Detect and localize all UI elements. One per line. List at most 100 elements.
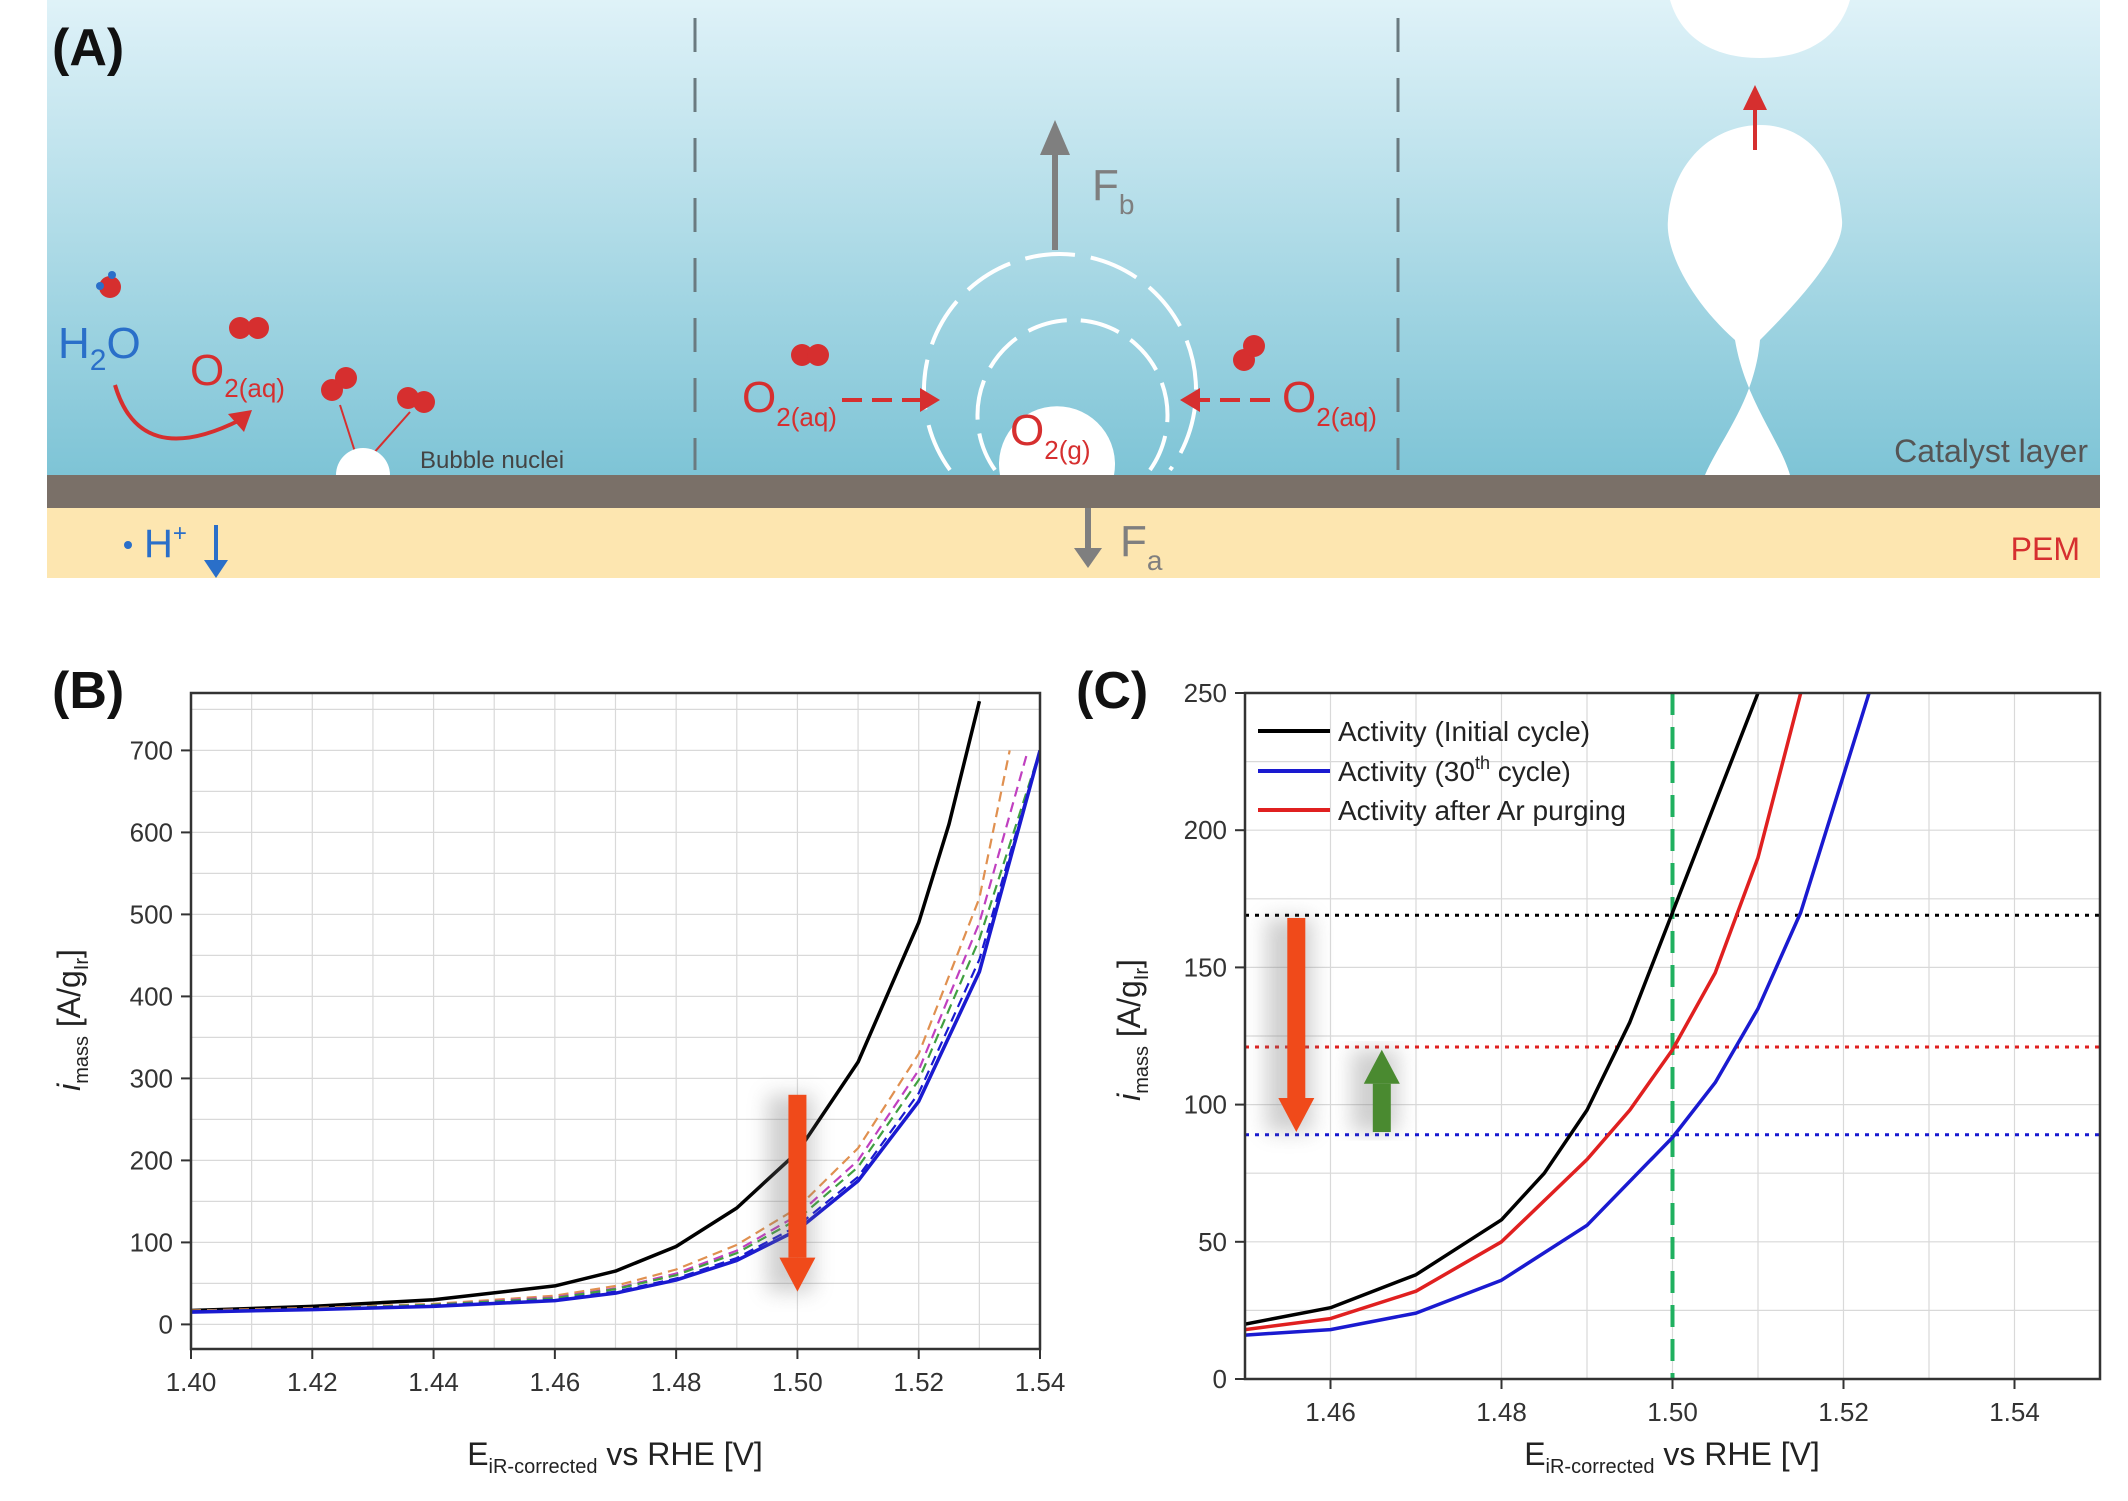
proton-label: H+ <box>144 520 187 566</box>
annotations-c <box>1266 918 1400 1133</box>
x-tick-label: 1.46 <box>530 1367 581 1397</box>
trend-arrow-shaft <box>1287 918 1306 1099</box>
o2-aq-label-center-left: O2(aq) <box>742 373 837 432</box>
water-label: H2O <box>58 319 141 377</box>
x-tick-label: 1.50 <box>772 1367 823 1397</box>
legend-label-cycle30: Activity (30th cycle) <box>1338 753 1571 787</box>
series-line <box>191 750 1011 1312</box>
proton-dot-icon <box>124 541 132 549</box>
o2-aq-label-left: O2(aq) <box>190 346 285 403</box>
series-c <box>1245 693 1871 1337</box>
growing-bubble <box>999 406 1115 475</box>
pem-label: PEM <box>2011 531 2080 567</box>
ticks-b: 1.40 1.42 1.44 1.46 1.48 1.50 1.52 1.54 0 100 200 3… <box>130 735 1066 1397</box>
buoyancy-force-arrow-head <box>1040 120 1070 155</box>
o2-molecule-icon <box>229 317 269 339</box>
y-tick-label: 300 <box>130 1063 173 1093</box>
diffusion-arrow <box>371 411 411 456</box>
rise-arrow-head <box>1743 85 1767 110</box>
trend-arrow-shaft <box>788 1094 807 1258</box>
ticks-c: 1.46 1.48 1.50 1.52 1.54 0 50 100 150 200 250 <box>1184 678 2040 1427</box>
o2-molecule-icon <box>1233 335 1265 371</box>
legend-c: Activity (Initial cycle) Activity (30th … <box>1258 716 1626 826</box>
x-tick-label: 1.54 <box>1989 1397 2040 1427</box>
panel-c: (C) 1.46 1.48 1.50 1.52 1.54050100150200250 … <box>1076 662 2102 1478</box>
proton-arrow-head <box>204 560 228 578</box>
panel-b: (B) 1.40 1.42 1.44 1.46 1.48 1.50 1.52 1.54 0 100… <box>51 662 1065 1478</box>
y-tick-label: 0 <box>1213 1364 1227 1394</box>
annotations-b <box>767 1094 816 1292</box>
grid-b <box>190 693 1041 1349</box>
series-b <box>191 700 1040 1314</box>
x-axis-title-b: EiR-corrected vs RHE [V] <box>467 1436 763 1478</box>
y-tick-label: 200 <box>130 1145 173 1175</box>
plot-frame-b <box>189 691 1042 1351</box>
series-line <box>191 750 1029 1313</box>
released-bubble <box>1670 0 1850 58</box>
catalyst-layer-band <box>47 475 2100 508</box>
y-tick-label: 50 <box>1198 1227 1227 1257</box>
panel-label-a: (A) <box>52 19 124 77</box>
growth-ring-inner <box>975 318 1170 472</box>
trend-arrow-head <box>779 1257 816 1292</box>
x-tick-label: 1.46 <box>1305 1397 1356 1427</box>
bubble-nucleus <box>336 448 390 475</box>
o2-molecule-icon <box>791 344 829 366</box>
series-line <box>1245 693 1803 1332</box>
y-tick-label: 400 <box>130 981 173 1011</box>
y-tick-label: 250 <box>1184 678 1227 708</box>
x-tick-label: 1.48 <box>1476 1397 1527 1427</box>
trend-arrow-shaft <box>1372 1083 1391 1133</box>
panel-a: (A) H2O O2(aq) Bubble nuclei H+ <box>47 0 2100 578</box>
o2-molecule-icon <box>321 367 357 401</box>
x-tick-label: 1.44 <box>408 1367 459 1397</box>
legend-label-initial: Activity (Initial cycle) <box>1338 716 1590 747</box>
reference-lines-c <box>1245 693 2100 1379</box>
inflow-arrow-right-head <box>1180 388 1200 412</box>
series-line <box>191 750 1040 1313</box>
water-molecule-icon <box>96 271 121 298</box>
x-axis-title-c: EiR-corrected vs RHE [V] <box>1524 1436 1820 1478</box>
series-line <box>191 749 1040 1314</box>
y-tick-label: 200 <box>1184 815 1227 845</box>
panel-label-c: (C) <box>1076 662 1148 720</box>
o2-molecule-icon <box>397 387 435 413</box>
y-tick-label: 0 <box>159 1309 173 1339</box>
adhesion-force-arrow-head <box>1074 548 1102 568</box>
panel-label-b: (B) <box>52 662 124 720</box>
series-line <box>191 750 1040 1313</box>
o2-gas-label: O2(g) <box>1010 406 1090 465</box>
y-axis-title-c: imass [A/gIr] <box>1111 959 1153 1101</box>
buoyancy-force-label: Fb <box>1092 161 1134 220</box>
reaction-curved-arrow <box>113 384 241 441</box>
x-tick-label: 1.50 <box>1647 1397 1698 1427</box>
catalyst-layer-label: Catalyst layer <box>1894 433 2088 469</box>
inflow-arrow-left-head <box>920 388 940 412</box>
series-line <box>1245 693 1871 1337</box>
trend-arrow-head <box>1363 1049 1400 1084</box>
bubble-nuclei-label: Bubble nuclei <box>420 447 564 474</box>
y-tick-label: 500 <box>130 899 173 929</box>
x-tick-label: 1.52 <box>1818 1397 1869 1427</box>
x-tick-label: 1.40 <box>166 1367 217 1397</box>
y-tick-label: 100 <box>1184 1090 1227 1120</box>
y-tick-label: 100 <box>130 1227 173 1257</box>
o2-aq-label-center-right: O2(aq) <box>1282 373 1377 432</box>
y-axis-title-b: imass [A/gIr] <box>51 949 93 1091</box>
y-tick-label: 600 <box>130 817 173 847</box>
growth-ring-outer <box>922 252 1198 472</box>
pem-band <box>47 508 2100 578</box>
series-line <box>1245 693 1760 1326</box>
y-tick-label: 700 <box>130 735 173 765</box>
legend-label-after-ar: Activity after Ar purging <box>1338 795 1626 826</box>
x-tick-label: 1.52 <box>893 1367 944 1397</box>
x-tick-label: 1.48 <box>651 1367 702 1397</box>
series-line <box>191 700 982 1313</box>
adhesion-force-label: Fa <box>1120 517 1163 576</box>
trend-arrow-head <box>1278 1098 1315 1133</box>
diffusion-arrow <box>339 404 357 456</box>
reaction-arrow-head <box>228 410 252 432</box>
x-tick-label: 1.42 <box>287 1367 338 1397</box>
detaching-bubble <box>1667 125 1843 475</box>
